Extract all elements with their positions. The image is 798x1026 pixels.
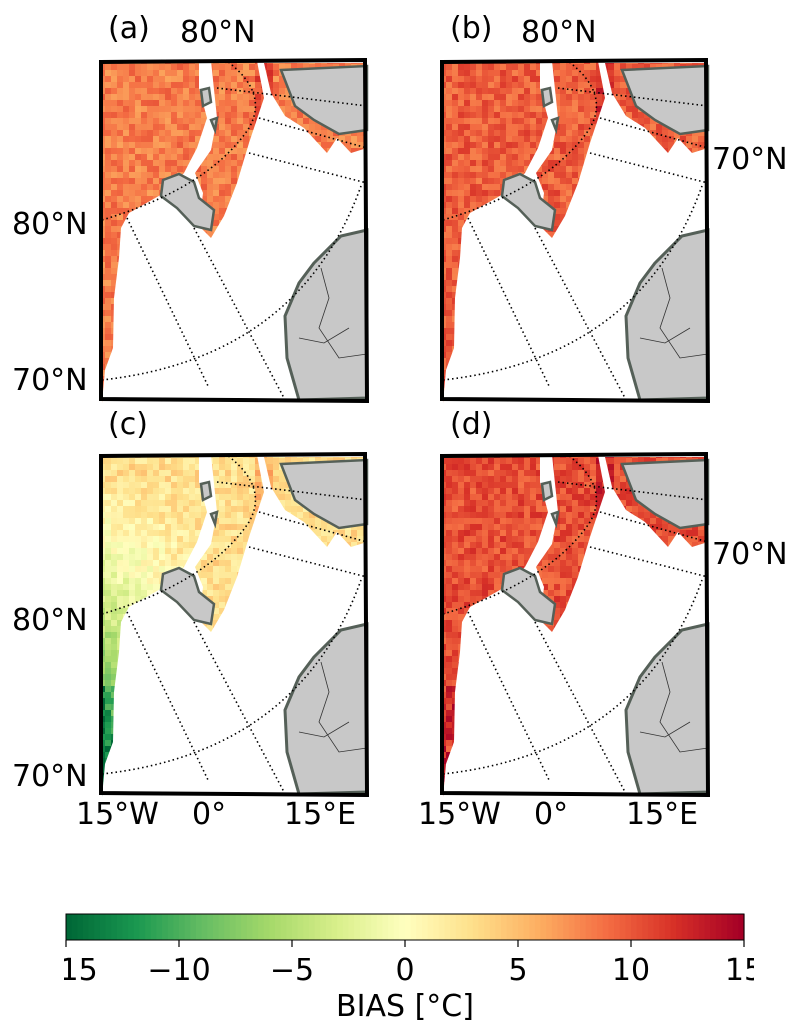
lon-label-d2: 0° (534, 800, 568, 830)
colorbar: −15 −10 −5 0 5 10 15 BIAS [°C] (64, 912, 754, 1026)
left-lat-label-c2: 70°N (12, 762, 88, 792)
map-svg-b (440, 58, 710, 403)
colorbar-tick-label: 5 (508, 953, 527, 988)
panel-label-a: (a) (108, 14, 150, 44)
colorbar-tick-label: −10 (147, 953, 210, 988)
map-panel-d (440, 452, 710, 801)
colorbar-svg: −15 −10 −5 0 5 10 15 BIAS [°C] (64, 912, 754, 1022)
map-svg-d (440, 452, 710, 797)
lon-label-c2: 0° (192, 800, 226, 830)
lon-label-c3: 15°E (284, 800, 356, 830)
lon-label-d1: 15°W (418, 800, 501, 830)
lon-label-c1: 15°W (76, 800, 159, 830)
colorbar-gradient (66, 914, 745, 940)
map-panel-c (99, 452, 369, 801)
panel-label-b: (b) (450, 14, 492, 44)
map-panel-a (99, 58, 369, 407)
map-svg-a (99, 58, 369, 403)
map-panel-b (440, 58, 710, 407)
right-lat-label-b: 70°N (712, 145, 788, 175)
top-lat-label-a: 80°N (180, 18, 256, 48)
right-lat-label-d: 70°N (712, 540, 788, 570)
left-lat-label-a1: 80°N (12, 210, 88, 240)
colorbar-tick-label: −5 (270, 953, 314, 988)
colorbar-tick-label: −15 (64, 953, 98, 988)
colorbar-tick-label: 10 (612, 953, 650, 988)
panel-label-c: (c) (108, 410, 148, 440)
colorbar-tick-label: 15 (725, 953, 754, 988)
colorbar-tick-label: 0 (395, 953, 414, 988)
panel-label-d: (d) (450, 410, 492, 440)
colorbar-label: BIAS [°C] (336, 989, 474, 1022)
top-lat-label-b: 80°N (521, 18, 597, 48)
lon-label-d3: 15°E (626, 800, 698, 830)
map-svg-c (99, 452, 369, 797)
left-lat-label-c1: 80°N (12, 606, 88, 636)
left-lat-label-a2: 70°N (12, 366, 88, 396)
